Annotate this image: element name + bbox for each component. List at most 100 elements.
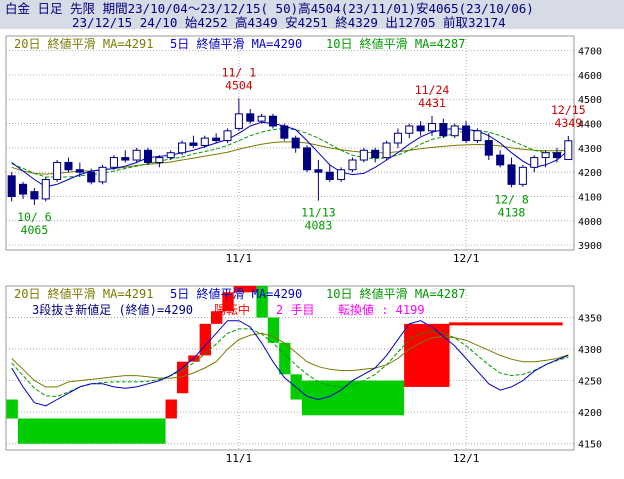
candle-body <box>473 130 482 142</box>
y-tick-label: 4300 <box>578 144 602 155</box>
y-tick-label: 3900 <box>578 241 602 252</box>
candle-body <box>462 125 471 142</box>
candle-body <box>484 140 493 156</box>
break-block <box>17 418 166 444</box>
high-date-label: 11/24 <box>415 83 450 97</box>
candle-body <box>19 183 28 195</box>
candle-body <box>75 169 84 173</box>
line-break-panel: 4150 4200 4250 4300 4350 11/1 12/1 20日 終値平滑 MA=… <box>5 285 602 465</box>
candle-body <box>64 161 73 171</box>
candle-body <box>439 123 448 137</box>
low-date-label: 12/ 8 <box>494 192 529 206</box>
break-trend: 陽転中 <box>214 302 250 317</box>
candlestick-panel: 3900 4000 4100 4200 4300 4400 4500 4600 4700 11/1… <box>5 35 602 265</box>
candle-body <box>246 113 255 122</box>
candle-body <box>280 125 289 139</box>
break-block <box>267 317 280 343</box>
candle-body <box>416 125 425 132</box>
break-block <box>210 311 223 324</box>
low-value-label: 4138 <box>498 205 526 219</box>
candle-body <box>234 113 243 129</box>
low-value-label: 4083 <box>305 219 333 233</box>
low-date-label: 10/ 6 <box>17 210 52 224</box>
candle-body <box>291 137 300 149</box>
y-tick-label: 4700 <box>578 47 602 58</box>
y-tick-label: 4150 <box>578 440 602 451</box>
break-block <box>279 342 291 375</box>
plot-frame <box>5 35 575 251</box>
candle-body <box>143 149 153 163</box>
x-tick-label: 11/1 <box>226 252 253 265</box>
candle-body <box>53 161 62 180</box>
y-tick-label: 4200 <box>578 408 602 419</box>
candle-body <box>371 149 380 159</box>
high-date-label: 11/ 1 <box>222 65 257 79</box>
y-tick-label: 4350 <box>578 314 602 325</box>
candle-body <box>189 142 198 146</box>
candle-body <box>530 157 539 168</box>
candle-body <box>30 191 39 200</box>
high-date-label: 12/15 <box>551 103 586 117</box>
high-value-label: 4431 <box>418 96 446 110</box>
break-block <box>165 399 177 419</box>
x-tick-label: 12/1 <box>453 452 480 465</box>
candle-body <box>268 115 277 127</box>
break-block <box>176 361 189 394</box>
candle-body <box>382 142 391 159</box>
y-tick-label: 4200 <box>578 168 602 179</box>
candle-body <box>132 149 141 161</box>
candle-body <box>178 142 187 154</box>
legend-entry: 10日 終値平滑 MA=4287 <box>326 36 465 51</box>
ma5-line <box>11 320 569 407</box>
candle-body <box>507 164 516 185</box>
header-line-2: 23/12/15 24/10 始4252 高4349 安4251 終4329 出… <box>72 15 506 30</box>
candle-body <box>257 115 266 122</box>
break-block <box>256 286 268 318</box>
candle-body <box>109 157 118 168</box>
candle-body <box>359 149 368 161</box>
x-tick-label: 11/1 <box>226 452 253 465</box>
candle-body <box>427 123 437 132</box>
break-turn-value: 転換値 : 4199 <box>338 302 425 317</box>
candle-body <box>303 147 312 171</box>
x-tick-label: 12/1 <box>453 252 480 265</box>
candle-body <box>212 137 221 142</box>
candle-body <box>325 171 334 180</box>
y-tick-label: 4100 <box>578 193 602 204</box>
candle-body <box>450 125 459 137</box>
candle-body <box>223 130 232 142</box>
break-block <box>222 292 234 312</box>
candle-body <box>348 159 357 171</box>
y-tick-label: 4500 <box>578 95 602 106</box>
low-value-label: 4065 <box>21 223 49 237</box>
legend-entry: 10日 終値平滑 MA=4287 <box>326 286 465 301</box>
candle-body <box>7 175 16 197</box>
candle-body <box>314 169 323 173</box>
legend-entry: 5日 終値平滑 MA=4290 <box>170 286 302 301</box>
candle-body <box>41 178 50 200</box>
header-band <box>0 0 624 29</box>
candle-body <box>552 152 561 159</box>
legend-entry: 20日 終値平滑 MA=4291 <box>14 36 153 51</box>
y-tick-label: 4250 <box>578 377 602 388</box>
y-tick-label: 4400 <box>578 120 602 131</box>
candle-body <box>87 171 96 183</box>
high-value-label: 4504 <box>225 78 253 92</box>
legend-entry: 20日 終値平滑 MA=4291 <box>14 286 153 301</box>
candle-body <box>405 125 414 134</box>
candle-body <box>564 140 573 161</box>
plot-frame <box>5 285 575 451</box>
y-tick-label: 4000 <box>578 217 602 228</box>
break-block <box>301 380 405 416</box>
break-block <box>199 323 211 356</box>
candle-body <box>518 166 527 185</box>
y-tick-label: 4600 <box>578 71 602 82</box>
low-date-label: 11/13 <box>301 206 336 220</box>
break-block <box>6 399 18 419</box>
high-value-label: 4349 <box>554 116 582 130</box>
ma10-line <box>11 328 569 397</box>
legend-entry: 5日 終値平滑 MA=4290 <box>170 36 302 51</box>
ma20-line <box>11 332 569 388</box>
